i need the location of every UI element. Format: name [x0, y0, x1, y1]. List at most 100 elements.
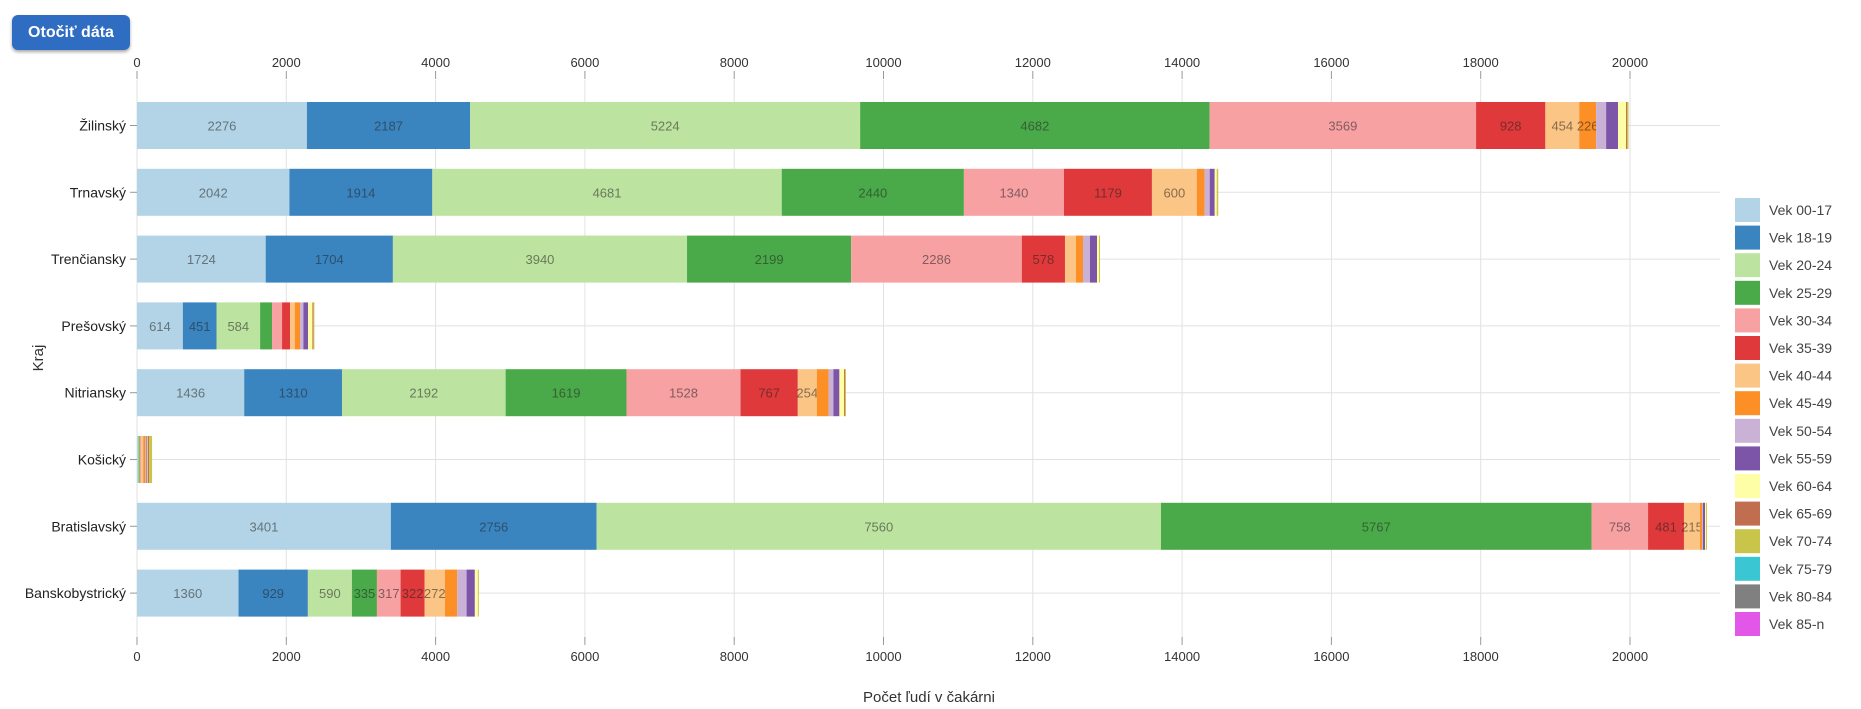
legend-label: Vek 80-84 [1769, 588, 1832, 604]
bar-segment [963, 168, 1064, 216]
legend-label: Vek 30-34 [1769, 312, 1832, 328]
x-tick-label-top: 2000 [272, 55, 301, 70]
bar-segment [141, 436, 144, 483]
bar-segment-label: 1340 [999, 185, 1028, 200]
bar-segment [146, 436, 148, 483]
bar-segment [1209, 168, 1215, 216]
bar-segment [1596, 102, 1607, 149]
bar-segment [303, 302, 309, 350]
bar-segment-label: 758 [1609, 519, 1631, 534]
bar-segment-label: 2440 [858, 185, 887, 200]
bar-segment [833, 369, 840, 417]
bar-segment-label: 2199 [755, 252, 784, 267]
x-tick-label-top: 16000 [1313, 55, 1349, 70]
bar-segment-label: 1436 [176, 386, 205, 401]
bar-segment [844, 369, 846, 417]
bar-segment [1099, 235, 1100, 283]
y-category-label: Trenčiansky [51, 251, 126, 267]
bar-segment [1591, 502, 1649, 550]
bar-segment-label: 1704 [315, 252, 344, 267]
legend-swatch [1735, 556, 1760, 581]
bar-segment-label: 7560 [864, 519, 893, 534]
bar-segment-label: 1310 [279, 386, 308, 401]
x-tick-label-bottom: 10000 [865, 649, 901, 664]
bar-segment [351, 569, 377, 617]
bar-segment [1064, 235, 1076, 283]
y-category-label: Trnavský [70, 184, 126, 200]
x-tick-label-bottom: 2000 [272, 649, 301, 664]
bar-segment [596, 502, 1161, 550]
bar-segment [182, 302, 217, 350]
legend-label: Vek 55-59 [1769, 450, 1832, 466]
bar-segment [828, 369, 834, 417]
bar-segment [466, 569, 475, 617]
legend-label: Vek 50-54 [1769, 423, 1832, 439]
bar-segment-label: 2756 [479, 519, 508, 534]
legend-swatch [1735, 280, 1760, 305]
legend-swatch [1735, 418, 1760, 443]
legend-swatch [1735, 336, 1760, 360]
x-tick-label-top: 10000 [865, 55, 901, 70]
bar-segment [145, 436, 147, 483]
bar-segment-label: 584 [227, 319, 249, 334]
bar-segment-label: 767 [758, 386, 780, 401]
bar-segment [294, 302, 301, 350]
bar-segment-label: 614 [149, 319, 171, 334]
bar-segment-label: 2042 [199, 185, 228, 200]
bar-segment [137, 168, 290, 216]
legend-label: Vek 25-29 [1769, 285, 1832, 301]
bar-segment [505, 369, 627, 417]
bar-segment [1204, 168, 1210, 216]
legend-swatch [1735, 612, 1760, 636]
bar-segment [1476, 102, 1546, 149]
bar-segment [1196, 168, 1205, 216]
bar-segment [400, 569, 425, 617]
x-tick-label-top: 18000 [1463, 55, 1499, 70]
x-tick-label-top: 20000 [1612, 55, 1648, 70]
y-category-label: Prešovský [61, 318, 126, 334]
bar-segment [1705, 502, 1707, 550]
bar-segment [1627, 102, 1629, 149]
bar-segment [137, 569, 239, 617]
x-tick-label-bottom: 4000 [421, 649, 450, 664]
bar-segment [272, 302, 283, 350]
bar-segment [1096, 235, 1100, 283]
bar-segment-label: 3401 [249, 519, 278, 534]
x-tick-label-bottom: 8000 [720, 649, 749, 664]
bar-segment [626, 369, 741, 417]
bar-segment [137, 102, 307, 149]
bar-segment [470, 102, 861, 149]
x-axis-bottom: 0 2000 4000 6000 8000 10000 12000 14000 16000 180… [133, 637, 1648, 664]
legend-label: Vek 85-n [1769, 616, 1824, 632]
bar-segment [1216, 168, 1219, 216]
bar-segment [474, 569, 478, 617]
legend-swatch [1735, 225, 1760, 250]
bar-segment-label: 5224 [651, 119, 680, 134]
bar-segment [244, 369, 342, 417]
y-axis-title: Kraj [30, 345, 47, 372]
bar-segment [137, 302, 183, 350]
bar-segment [797, 369, 817, 417]
bar-segment-label: 2192 [409, 386, 438, 401]
bar-segment [816, 369, 829, 417]
legend-swatch [1735, 446, 1760, 471]
rotate-data-button[interactable]: Otočiť dáta [12, 15, 130, 50]
legend-label: Vek 20-24 [1769, 257, 1832, 273]
legend-label: Vek 75-79 [1769, 561, 1832, 577]
bar-segment [839, 369, 845, 417]
bar-segment-label: 1914 [346, 185, 375, 200]
bar-segment [289, 168, 433, 216]
bar-segment [376, 569, 401, 617]
bar-segment [139, 436, 142, 483]
legend-swatch [1735, 253, 1760, 278]
x-axis-title: Počet ľudí v čakárni [863, 689, 995, 706]
legend-label: Vek 18-19 [1769, 230, 1832, 246]
legend-swatch [1735, 474, 1760, 498]
bar-segment-label: 1619 [552, 386, 581, 401]
bar-segment [216, 302, 261, 350]
bar-segment-label: 3569 [1328, 119, 1357, 134]
bar-segment-label: 322 [402, 586, 424, 601]
legend-swatch [1735, 501, 1760, 526]
legend-label: Vek 60-64 [1769, 478, 1832, 494]
bar-segment [1618, 102, 1627, 149]
